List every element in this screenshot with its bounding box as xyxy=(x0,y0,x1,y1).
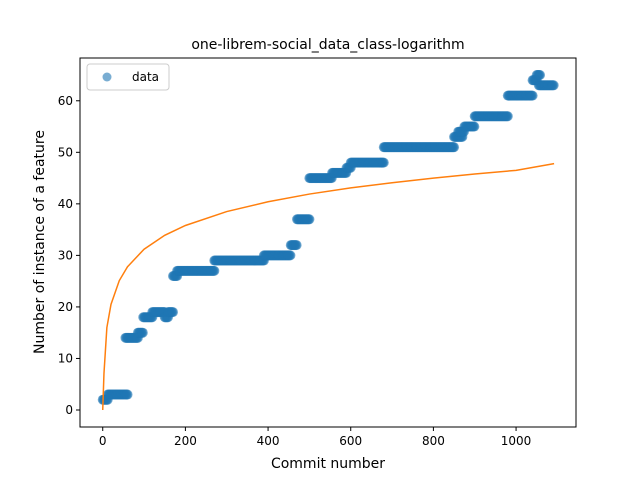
legend-label-data: data xyxy=(132,70,159,84)
data-point xyxy=(168,307,178,318)
data-point xyxy=(535,70,546,81)
data-point xyxy=(122,389,133,400)
data-point xyxy=(449,142,460,153)
data-point xyxy=(137,327,148,338)
x-axis-title: Commit number xyxy=(271,456,385,472)
y-tick-label: 30 xyxy=(58,248,73,262)
x-tick-label: 400 xyxy=(257,434,280,448)
data-point xyxy=(304,214,315,225)
y-tick-label: 20 xyxy=(58,300,73,314)
data-point xyxy=(527,90,538,101)
x-tick-label: 200 xyxy=(174,434,197,448)
y-axis-title: Number of instance of a feature xyxy=(32,130,48,354)
x-tick-label: 600 xyxy=(339,434,362,448)
x-tick-label: 0 xyxy=(99,434,107,448)
data-point xyxy=(378,157,389,168)
scatter-series-data xyxy=(97,70,559,405)
x-tick-label: 1000 xyxy=(501,434,532,448)
axis-ticks: 0 200 400 600 800 1000 0 10 20 30 40 50 60 xyxy=(58,94,532,448)
data-point xyxy=(209,265,220,276)
chart-title: one-librem-social_data_class-logarithm xyxy=(191,37,464,53)
fit-curve xyxy=(101,162,555,411)
y-tick-label: 10 xyxy=(58,351,73,365)
plot-area xyxy=(97,70,559,411)
data-point xyxy=(291,240,302,251)
y-tick-label: 50 xyxy=(58,145,73,159)
y-tick-label: 0 xyxy=(65,403,73,417)
x-tick-label: 800 xyxy=(422,434,445,448)
y-tick-label: 40 xyxy=(58,197,73,211)
data-point xyxy=(548,80,559,91)
axes-frame xyxy=(79,57,577,428)
y-tick-label: 60 xyxy=(58,94,73,108)
legend-box xyxy=(86,63,170,91)
data-point xyxy=(469,121,480,132)
data-point xyxy=(502,111,513,122)
legend: data xyxy=(86,63,170,91)
legend-marker-data xyxy=(102,72,112,82)
data-point xyxy=(285,250,296,261)
